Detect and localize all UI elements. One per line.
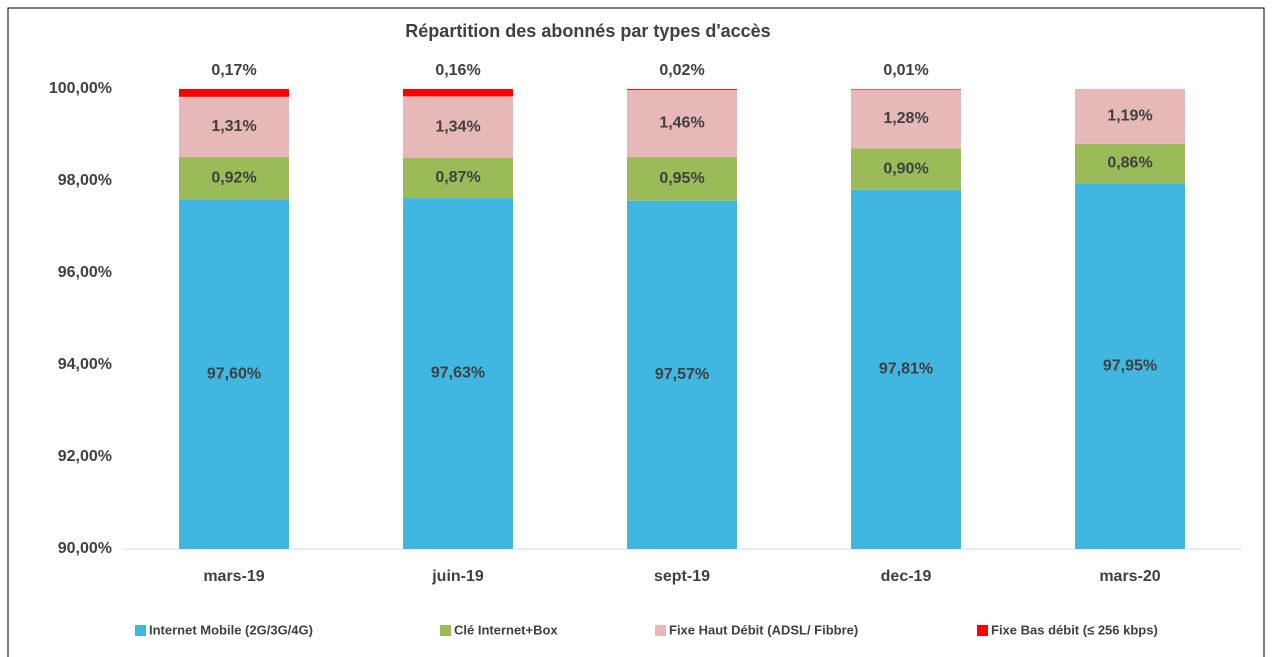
bar-segment bbox=[179, 96, 289, 158]
data-label: 0,02% bbox=[659, 62, 704, 79]
data-label: 0,86% bbox=[1107, 155, 1152, 172]
x-tick-label: dec-19 bbox=[881, 568, 932, 585]
y-tick-label: 90,00% bbox=[58, 540, 112, 557]
bar-segment bbox=[627, 89, 737, 158]
data-label: 0,95% bbox=[659, 170, 704, 187]
bar-segment bbox=[851, 189, 961, 550]
data-label: 97,60% bbox=[207, 365, 261, 382]
y-tick-label: 92,00% bbox=[58, 448, 112, 465]
data-label: 97,81% bbox=[879, 361, 933, 378]
data-label: 0,90% bbox=[883, 160, 928, 177]
bar-segment bbox=[851, 89, 961, 90]
data-label: 97,95% bbox=[1103, 357, 1157, 374]
legend-label: Fixe Bas débit (≤ 256 kbps) bbox=[991, 622, 1158, 637]
legend-swatch bbox=[440, 625, 451, 636]
data-label: 97,63% bbox=[431, 365, 485, 382]
data-label: 1,28% bbox=[883, 110, 928, 127]
legend-label: Clé Internet+Box bbox=[454, 622, 558, 637]
bar-segment bbox=[403, 158, 513, 199]
data-label: 1,34% bbox=[435, 118, 480, 135]
bar-segment bbox=[1075, 143, 1185, 184]
bar-segment bbox=[1075, 89, 1185, 144]
bar-segment bbox=[851, 148, 961, 190]
y-tick-label: 94,00% bbox=[58, 356, 112, 373]
data-label: 1,46% bbox=[659, 115, 704, 132]
bar-segment bbox=[627, 157, 737, 201]
bar-segment bbox=[627, 89, 737, 90]
y-tick-label: 98,00% bbox=[58, 172, 112, 189]
data-label: 1,19% bbox=[1107, 108, 1152, 125]
bar-segment bbox=[403, 96, 513, 158]
x-tick-label: sept-19 bbox=[654, 568, 710, 585]
bar-segment bbox=[1075, 183, 1185, 550]
y-tick-label: 96,00% bbox=[58, 264, 112, 281]
x-tick-label: mars-20 bbox=[1099, 568, 1160, 585]
legend-swatch bbox=[655, 625, 666, 636]
data-label: 0,17% bbox=[211, 62, 256, 79]
data-label: 1,31% bbox=[211, 118, 256, 135]
bar-segment bbox=[403, 89, 513, 97]
data-label: 97,57% bbox=[655, 366, 709, 383]
data-label: 0,92% bbox=[211, 169, 256, 186]
bar-segment bbox=[179, 199, 289, 549]
x-tick-label: mars-19 bbox=[203, 568, 264, 585]
bar-segment bbox=[403, 198, 513, 549]
x-tick-label: juin-19 bbox=[431, 568, 484, 585]
legend-label: Fixe Haut Débit (ADSL/ Fibbre) bbox=[669, 622, 858, 637]
data-label: 0,87% bbox=[435, 169, 480, 186]
data-label: 0,01% bbox=[883, 62, 928, 79]
legend-swatch bbox=[977, 625, 988, 636]
chart-title: Répartition des abonnés par types d'accè… bbox=[405, 21, 770, 41]
legend-label: Internet Mobile (2G/3G/4G) bbox=[149, 622, 313, 637]
legend-swatch bbox=[135, 625, 146, 636]
bar-segment bbox=[179, 157, 289, 200]
bar-segment bbox=[179, 89, 289, 97]
bar-segment bbox=[851, 89, 961, 149]
bar-segment bbox=[627, 200, 737, 549]
data-label: 0,16% bbox=[435, 62, 480, 79]
y-tick-label: 100,00% bbox=[49, 80, 112, 97]
